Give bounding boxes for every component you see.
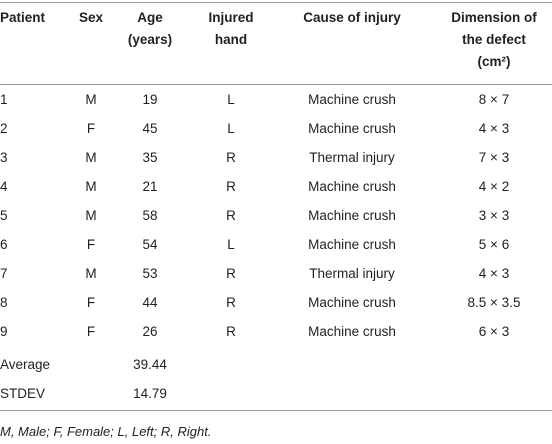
- header-cell: (years): [127, 32, 173, 47]
- table-cell: Machine crush: [308, 179, 396, 194]
- table-cell: 4 × 3: [478, 266, 510, 281]
- table-cell: L: [227, 237, 235, 252]
- top-rule: [0, 2, 552, 3]
- table-cell: M: [85, 150, 97, 165]
- table-cell: L: [227, 121, 235, 136]
- table-cell: 5: [0, 208, 8, 223]
- table-cell: M: [85, 266, 97, 281]
- table-cell: M: [85, 92, 97, 107]
- header-rule: [0, 84, 552, 85]
- table-cell: 7 × 3: [478, 150, 510, 165]
- table-cell: 54: [142, 237, 158, 252]
- table-cell: Machine crush: [308, 324, 396, 339]
- table-cell: R: [226, 208, 236, 223]
- table-cell: Machine crush: [308, 295, 396, 310]
- table-cell: 3: [0, 150, 8, 165]
- table-cell: 5 × 6: [478, 237, 510, 252]
- table-cell: F: [86, 237, 96, 252]
- table-cell: 7: [0, 266, 8, 281]
- table-cell: R: [226, 295, 236, 310]
- table-cell: 53: [142, 266, 158, 281]
- table-cell: 44: [142, 295, 158, 310]
- table-cell: 3 × 3: [478, 208, 510, 223]
- summary-label: Average: [0, 357, 51, 372]
- table-cell: F: [86, 295, 96, 310]
- header-cell: (cm²): [477, 54, 511, 69]
- table-cell: M: [85, 179, 97, 194]
- header-cell: Age: [137, 10, 163, 25]
- table-cell: 26: [142, 324, 158, 339]
- table-cell: 6: [0, 237, 8, 252]
- table-cell: R: [226, 150, 236, 165]
- summary-value: 14.79: [133, 386, 167, 401]
- table-cell: 6 × 3: [478, 324, 510, 339]
- table-cell: 1: [0, 92, 8, 107]
- table-cell: Machine crush: [308, 121, 396, 136]
- table-cell: 8.5 × 3.5: [467, 295, 521, 310]
- table-cell: Thermal injury: [309, 150, 395, 165]
- header-cell: hand: [214, 32, 248, 47]
- table-cell: 8 × 7: [478, 92, 510, 107]
- table-cell: 21: [142, 179, 158, 194]
- table-cell: L: [227, 92, 235, 107]
- header-cell: the defect: [462, 32, 526, 47]
- table-cell: 4 × 3: [478, 121, 510, 136]
- header-cell: Cause of injury: [303, 10, 401, 25]
- header-cell: Sex: [78, 10, 104, 25]
- bottom-rule: [0, 410, 552, 411]
- table-cell: Thermal injury: [309, 266, 395, 281]
- table-cell: Machine crush: [308, 237, 396, 252]
- table-cell: 8: [0, 295, 8, 310]
- table-cell: 45: [142, 121, 158, 136]
- table-cell: 9: [0, 324, 8, 339]
- table-cell: F: [86, 121, 96, 136]
- table-cell: R: [226, 179, 236, 194]
- table-cell: Machine crush: [308, 208, 396, 223]
- summary-value: 39.44: [133, 357, 167, 372]
- table-cell: R: [226, 266, 236, 281]
- table-cell: M: [85, 208, 97, 223]
- table-cell: 4: [0, 179, 8, 194]
- footnote: M, Male; F, Female; L, Left; R, Right.: [0, 424, 212, 439]
- table-cell: F: [86, 324, 96, 339]
- header-cell: Injured: [208, 10, 254, 25]
- table-cell: R: [226, 324, 236, 339]
- table-cell: 4 × 2: [478, 179, 510, 194]
- header-cell: Patient: [0, 10, 46, 25]
- table-cell: 2: [0, 121, 8, 136]
- table-cell: 58: [142, 208, 158, 223]
- header-cell: Dimension of: [451, 10, 537, 25]
- table-cell: 19: [142, 92, 158, 107]
- table-cell: Machine crush: [308, 92, 396, 107]
- summary-label: STDEV: [0, 386, 46, 401]
- table-cell: 35: [142, 150, 158, 165]
